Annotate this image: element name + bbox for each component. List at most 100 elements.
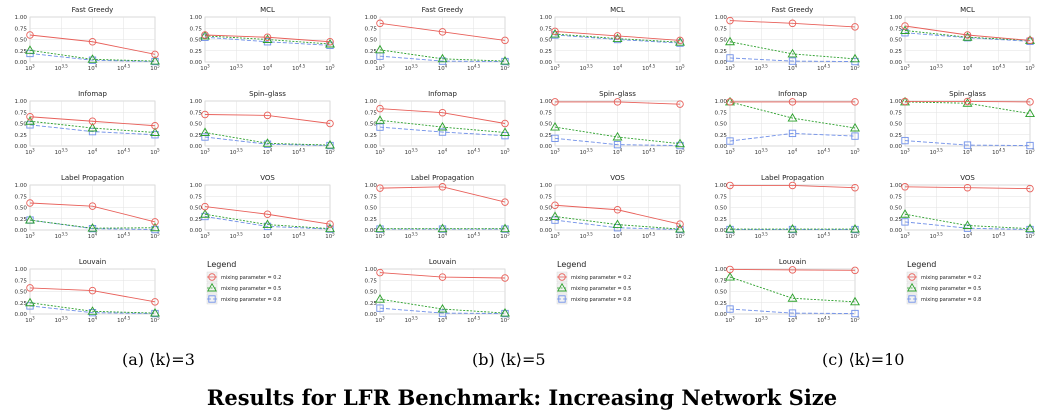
y-tick-label: 0.50 bbox=[540, 206, 553, 212]
y-tick-label: 0.25 bbox=[715, 133, 728, 139]
data-point-mu1 bbox=[675, 138, 685, 148]
x-tick-label: 104 bbox=[438, 232, 448, 240]
data-point-mu0 bbox=[1026, 98, 1034, 106]
x-tick-label: 105 bbox=[150, 316, 160, 324]
panel-title: Infomap bbox=[778, 90, 807, 98]
x-tick-label: 103 bbox=[200, 232, 210, 240]
y-tick-label: 0.00 bbox=[890, 228, 903, 234]
x-tick-label: 103 bbox=[25, 148, 35, 156]
y-tick-label: 0.25 bbox=[890, 133, 903, 139]
x-tick-label: 103 bbox=[375, 64, 385, 72]
x-tick-label: 104 bbox=[88, 316, 98, 324]
x-tick-label: 103.5 bbox=[930, 64, 944, 72]
y-tick-label: 1.00 bbox=[890, 15, 903, 21]
data-point-mu0 bbox=[26, 284, 34, 292]
x-tick-label: 105 bbox=[150, 148, 160, 156]
legend-title: Legend bbox=[907, 260, 936, 269]
y-tick-label: 0.25 bbox=[190, 49, 203, 55]
x-tick-label: 105 bbox=[675, 232, 685, 240]
x-tick-label: 103.5 bbox=[580, 148, 594, 156]
panel-title: MCL bbox=[610, 6, 625, 14]
y-tick-label: 1.00 bbox=[540, 15, 553, 21]
data-point-mu1 bbox=[25, 45, 35, 54]
data-point-mu1 bbox=[87, 306, 98, 315]
series-line-mu0 bbox=[379, 108, 506, 124]
y-tick-label: 0.75 bbox=[365, 278, 378, 284]
data-point-mu0 bbox=[501, 119, 509, 128]
x-tick-label: 103 bbox=[900, 64, 910, 72]
panel-0-1: MCL 0.00 0.25 0.50 0.75 1.00 103 103.5 104 104.5 1… bbox=[190, 6, 336, 72]
data-point-mu0 bbox=[326, 38, 334, 46]
data-point-mu0 bbox=[501, 198, 509, 206]
series-line-mu2 bbox=[29, 305, 156, 314]
series-line-mu1 bbox=[204, 132, 331, 146]
y-tick-label: 0.75 bbox=[15, 26, 28, 32]
data-point-mu0 bbox=[26, 199, 34, 207]
x-tick-label: 104.5 bbox=[117, 148, 131, 156]
data-point-mu1 bbox=[150, 308, 160, 317]
data-point-mu1 bbox=[725, 272, 735, 281]
y-tick-label: 0.00 bbox=[190, 60, 203, 66]
x-tick-label: 104 bbox=[788, 64, 798, 72]
x-tick-label: 103 bbox=[725, 232, 735, 240]
y-tick-label: 0.75 bbox=[715, 110, 728, 116]
series-line-mu2 bbox=[379, 55, 506, 62]
series-line-mu0 bbox=[379, 272, 506, 279]
x-tick-label: 104.5 bbox=[817, 232, 831, 240]
panel-title: VOS bbox=[960, 174, 975, 182]
panel-title: Fast Greedy bbox=[72, 6, 114, 14]
panel-title: Fast Greedy bbox=[422, 6, 464, 14]
y-tick-label: 0.75 bbox=[190, 110, 203, 116]
x-tick-label: 104.5 bbox=[117, 64, 131, 72]
y-tick-label: 0.25 bbox=[890, 217, 903, 223]
y-tick-label: 1.00 bbox=[365, 99, 378, 105]
legend-marker bbox=[558, 273, 566, 281]
figure-title: Results for LFR Benchmark: Increasing Ne… bbox=[206, 385, 838, 410]
data-point-mu0 bbox=[1026, 36, 1034, 45]
series-line-mu1 bbox=[729, 276, 856, 303]
y-tick-label: 1.00 bbox=[15, 15, 28, 21]
data-point-mu0 bbox=[788, 181, 797, 190]
y-tick-label: 0.50 bbox=[15, 122, 28, 128]
series-line-mu0 bbox=[204, 114, 331, 124]
y-tick-label: 0.25 bbox=[15, 301, 28, 307]
x-tick-label: 105 bbox=[850, 316, 860, 324]
data-point-mu2 bbox=[901, 218, 909, 226]
x-tick-label: 105 bbox=[850, 148, 860, 156]
x-tick-label: 104.5 bbox=[642, 64, 656, 72]
data-point-mu0 bbox=[501, 36, 509, 45]
data-point-mu1 bbox=[675, 37, 685, 46]
x-tick-label: 105 bbox=[325, 148, 335, 156]
x-tick-label: 103.5 bbox=[930, 232, 944, 240]
data-point-mu1 bbox=[437, 303, 448, 313]
data-point-mu0 bbox=[263, 210, 272, 218]
data-point-mu1 bbox=[725, 224, 735, 233]
data-point-mu2 bbox=[438, 309, 447, 317]
panel-2-4: Label Propagation 0.00 0.25 0.50 0.75 1.00 103… bbox=[715, 174, 861, 240]
y-tick-label: 0.50 bbox=[365, 122, 378, 128]
data-point-mu1 bbox=[200, 127, 210, 136]
x-tick-label: 103 bbox=[900, 232, 910, 240]
y-tick-label: 0.50 bbox=[15, 290, 28, 296]
panel-title: Infomap bbox=[428, 90, 457, 98]
y-tick-label: 0.25 bbox=[715, 301, 728, 307]
y-tick-label: 0.00 bbox=[715, 312, 728, 318]
x-tick-label: 104 bbox=[88, 148, 98, 156]
series-line-mu0 bbox=[729, 20, 856, 28]
y-tick-label: 0.75 bbox=[15, 194, 28, 200]
data-point-mu0 bbox=[438, 28, 447, 36]
y-tick-label: 1.00 bbox=[715, 99, 728, 105]
y-tick-label: 0.00 bbox=[890, 144, 903, 150]
data-point-mu1 bbox=[262, 138, 273, 147]
data-point-mu0 bbox=[201, 31, 209, 39]
x-tick-label: 104.5 bbox=[817, 316, 831, 324]
series-line-mu2 bbox=[904, 32, 1031, 42]
panel-title: Label Propagation bbox=[761, 174, 824, 182]
y-tick-label: 0.75 bbox=[540, 110, 553, 116]
panel-1-4: Label Propagation 0.00 0.25 0.50 0.75 1.00 103… bbox=[365, 174, 511, 240]
legend-marker bbox=[907, 282, 917, 292]
x-tick-label: 103.5 bbox=[55, 232, 69, 240]
x-tick-label: 104 bbox=[263, 148, 273, 156]
y-tick-label: 1.00 bbox=[365, 267, 378, 273]
x-tick-label: 103 bbox=[550, 232, 560, 240]
